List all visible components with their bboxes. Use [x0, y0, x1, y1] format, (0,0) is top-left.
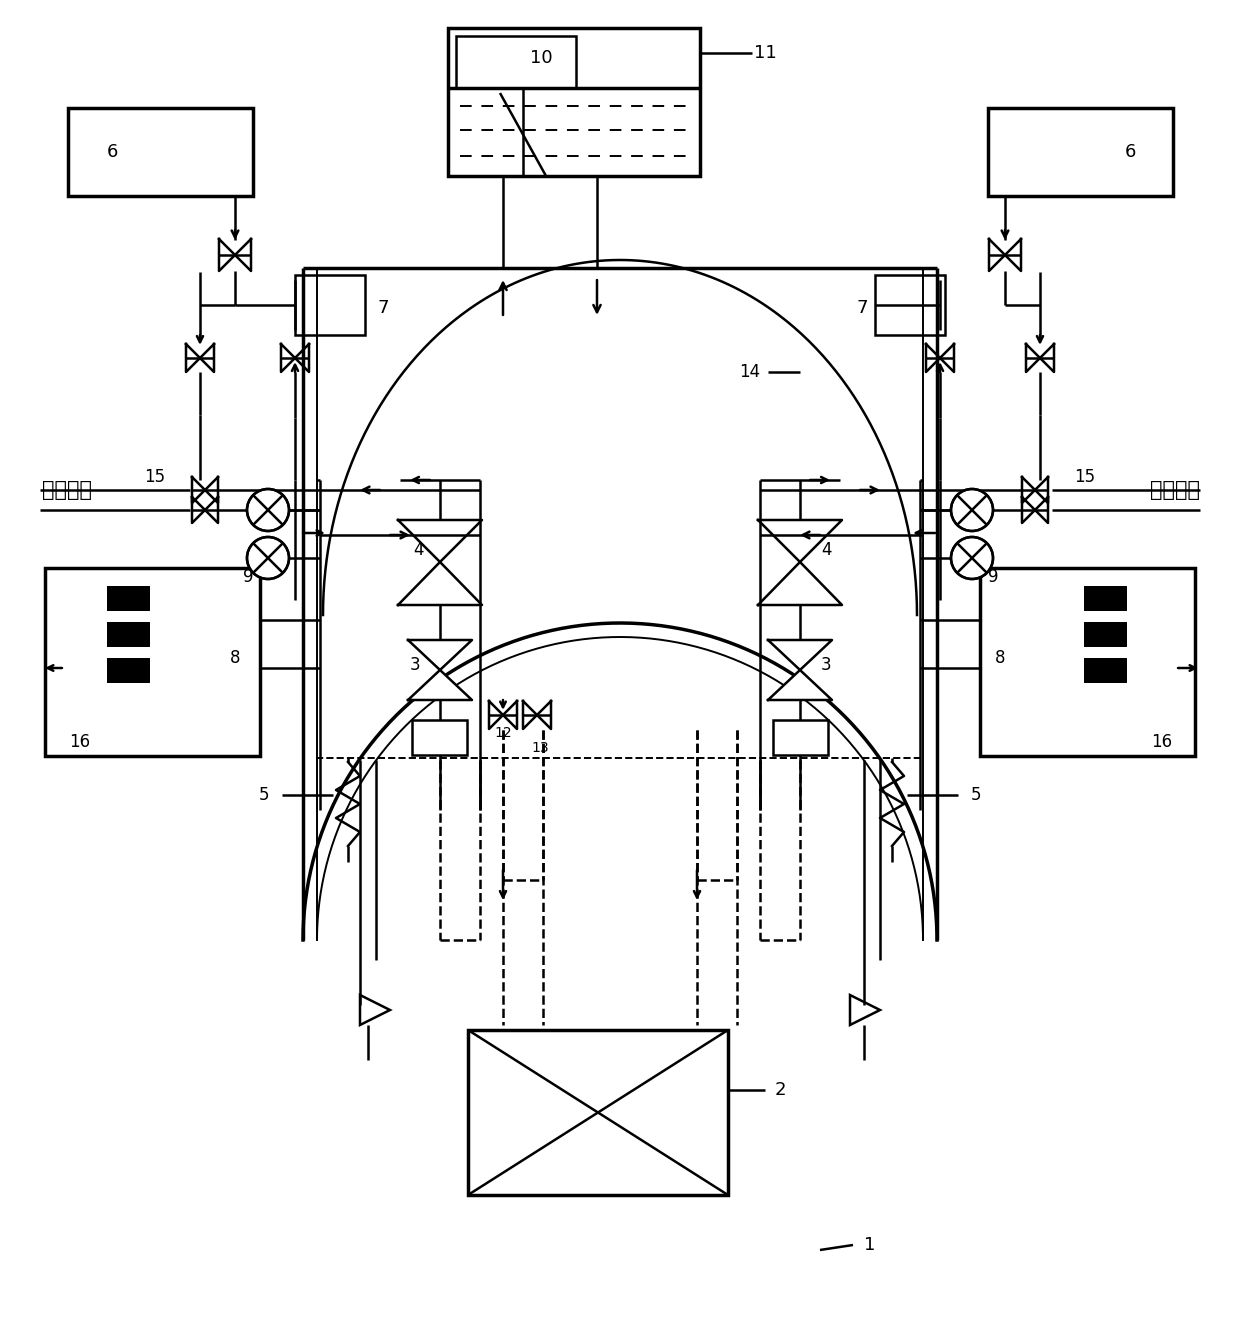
Text: 15: 15 — [144, 468, 166, 486]
Polygon shape — [408, 670, 472, 700]
Text: 3: 3 — [821, 656, 831, 674]
Text: 11: 11 — [754, 44, 776, 62]
Polygon shape — [281, 344, 295, 372]
Text: 6: 6 — [1125, 143, 1136, 162]
Polygon shape — [1022, 497, 1035, 523]
Text: 2: 2 — [774, 1081, 786, 1098]
Text: 8: 8 — [994, 649, 1006, 666]
Polygon shape — [192, 497, 205, 523]
Polygon shape — [295, 344, 309, 372]
Bar — [980, 568, 1195, 757]
Polygon shape — [1035, 497, 1048, 523]
Text: 5: 5 — [259, 786, 269, 804]
Text: 7: 7 — [377, 299, 389, 317]
Polygon shape — [768, 640, 832, 670]
Text: 6: 6 — [107, 143, 118, 162]
Polygon shape — [205, 477, 218, 504]
Polygon shape — [1025, 344, 1040, 372]
Text: 4: 4 — [413, 541, 423, 559]
Text: 8: 8 — [229, 649, 241, 666]
Text: 至汽轮机: 至汽轮机 — [1149, 480, 1200, 500]
Polygon shape — [408, 640, 472, 670]
Bar — [988, 109, 1173, 196]
Polygon shape — [398, 562, 482, 606]
Polygon shape — [758, 519, 842, 562]
Polygon shape — [236, 238, 250, 272]
Text: 9: 9 — [988, 568, 998, 586]
Polygon shape — [537, 701, 551, 729]
Circle shape — [951, 537, 993, 579]
Polygon shape — [1022, 477, 1035, 504]
Text: 10: 10 — [529, 49, 552, 68]
Polygon shape — [219, 238, 236, 272]
Polygon shape — [186, 344, 200, 372]
Bar — [45, 568, 260, 757]
Polygon shape — [758, 562, 842, 606]
Bar — [295, 276, 365, 335]
Text: 5: 5 — [971, 786, 981, 804]
Text: 12: 12 — [495, 726, 512, 739]
Bar — [68, 109, 253, 196]
Text: 14: 14 — [739, 363, 760, 382]
Text: 1: 1 — [864, 1236, 875, 1253]
Polygon shape — [768, 670, 832, 700]
Text: 16: 16 — [1152, 733, 1173, 751]
Text: 16: 16 — [69, 733, 91, 751]
Polygon shape — [523, 701, 537, 729]
Polygon shape — [1035, 477, 1048, 504]
Polygon shape — [1040, 344, 1054, 372]
Text: 至汽轮机: 至汽轮机 — [42, 480, 92, 500]
Bar — [456, 36, 577, 87]
Polygon shape — [926, 344, 940, 372]
Polygon shape — [205, 497, 218, 523]
Polygon shape — [489, 701, 503, 729]
Text: 4: 4 — [821, 541, 831, 559]
Polygon shape — [849, 995, 880, 1026]
Bar — [875, 276, 945, 335]
Polygon shape — [192, 477, 205, 504]
Polygon shape — [360, 995, 391, 1026]
Polygon shape — [503, 701, 517, 729]
Text: 3: 3 — [409, 656, 420, 674]
Polygon shape — [1004, 238, 1021, 272]
Text: 7: 7 — [857, 299, 868, 317]
Polygon shape — [940, 344, 954, 372]
Bar — [467, 1030, 728, 1195]
Bar — [448, 28, 701, 176]
Bar — [412, 719, 467, 755]
Polygon shape — [200, 344, 215, 372]
Text: 13: 13 — [531, 741, 549, 755]
Circle shape — [951, 489, 993, 531]
Circle shape — [247, 489, 289, 531]
Text: 15: 15 — [1074, 468, 1096, 486]
Polygon shape — [990, 238, 1004, 272]
Polygon shape — [398, 519, 482, 562]
Circle shape — [247, 537, 289, 579]
Text: 9: 9 — [243, 568, 253, 586]
Bar — [773, 719, 828, 755]
